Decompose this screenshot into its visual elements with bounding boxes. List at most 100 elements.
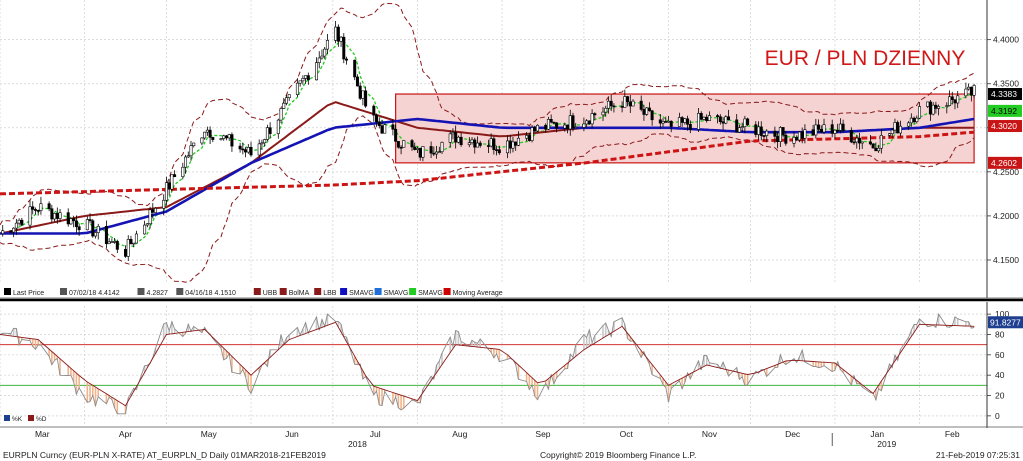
osc-tick-label: 0 [995,411,1000,421]
price-badge-text: 4.3192 [991,106,1017,116]
price-tick-label: 4.2500 [993,167,1019,177]
candle-body [219,138,223,140]
candle-body [604,107,608,113]
candle-body [776,136,780,142]
candle-body [822,124,826,133]
month-label: Sep [535,429,550,439]
candle-body [205,129,209,133]
candle-body [650,110,654,121]
candle-body [721,121,725,124]
month-label: May [201,429,218,439]
candlesticks [1,20,976,262]
candle-body [516,137,520,146]
candle-body [918,106,922,119]
candle-body [467,142,471,146]
candle-body [571,115,575,129]
candle-body [677,117,681,127]
candle-body [593,113,597,116]
candle-body [931,104,935,115]
legend-label: SMAVG [384,290,409,297]
osc-tick-label: 60 [995,350,1005,360]
candle-body [282,102,286,109]
candle-body [707,115,711,121]
candle-body [926,101,930,107]
candle-body [222,135,226,139]
candle-body [170,174,174,190]
candle-body [568,115,572,130]
candle-body [527,135,531,141]
month-label: Aug [452,429,467,439]
candle-body [268,127,272,134]
candle-body [110,241,114,243]
footer-right: 21-Feb-2019 07:25:31 [936,450,1020,460]
candle-body [238,145,242,150]
candle-body [765,130,769,136]
candle-body [227,134,231,139]
price-badge-text: 4.3383 [991,89,1017,99]
candle-body [874,147,878,152]
candle-body [91,220,95,237]
candle-body [830,124,834,134]
candle-body [852,141,856,144]
candle-body [355,76,359,87]
candle-body [718,116,722,122]
legend-swatch [340,288,348,295]
legend-swatch [60,288,67,295]
candle-body [727,116,731,121]
candle-body [898,125,902,134]
candle-body [737,127,741,133]
price-badge-text: 4.3020 [991,121,1017,131]
legend-label: 04/16/18 4.1510 [185,290,236,297]
candle-body [508,140,512,149]
candle-body [413,146,417,150]
candle-body [645,107,649,115]
candle-body [950,96,954,101]
oscillator-legend: %K %D [4,415,47,423]
candle-body [148,209,152,225]
legend-swatch [253,288,261,295]
candle-body [375,114,379,123]
candle-body [669,120,673,127]
candle-body [323,48,327,57]
candle-body [647,107,651,112]
month-label: Jan [870,429,884,439]
candle-body [871,143,875,149]
candle-body [800,131,804,139]
axes: 4.15004.20004.25004.30004.35004.4000MarA… [0,0,1023,449]
candle-body [773,130,777,137]
candle-body [339,36,343,42]
month-label: Nov [702,429,718,439]
k-line [0,312,975,415]
month-label: Feb [945,429,960,439]
legend-label: BolMA [289,290,310,297]
candle-body [890,129,894,134]
candle-body [948,96,952,106]
candle-body [432,152,436,155]
candle-body [415,148,419,150]
candle-body [295,82,299,95]
candle-body [66,212,70,225]
candle-body [454,132,458,143]
candle-body [664,121,668,123]
price-tick-label: 4.1500 [993,255,1019,265]
candle-body [383,124,387,134]
candle-body [956,95,960,104]
candle-body [1,230,5,234]
legend-label: UBB [263,290,278,297]
candle-body [107,241,111,245]
month-label: Mar [35,429,50,439]
candle-body [14,222,18,229]
candle-body [506,140,510,154]
candle-body [896,122,900,134]
candle-body [129,239,133,245]
candle-body [868,141,872,145]
candle-body [265,127,269,140]
candle-body [418,148,422,158]
footer-center: Copyright© 2019 Bloomberg Finance L.P. [540,450,696,460]
candle-body [162,199,166,209]
candle-body [819,129,823,133]
candle-body [284,97,288,104]
candle-body [833,129,837,134]
legend-label: 4.2827 [147,290,169,297]
candle-body [563,124,567,129]
